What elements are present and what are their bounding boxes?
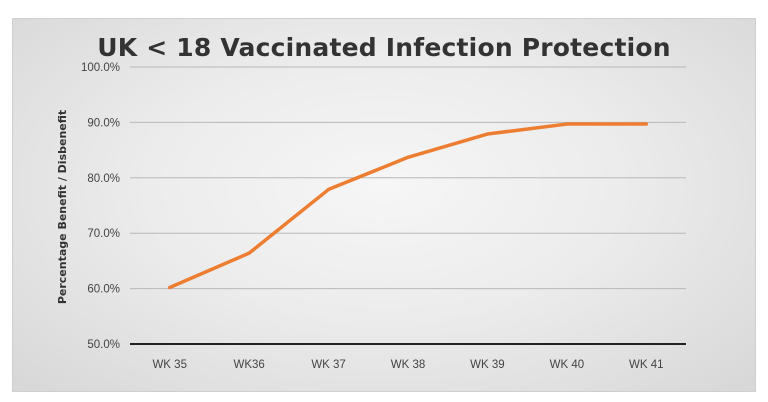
x-tick-label: WK36 — [233, 359, 264, 371]
series-group — [167, 122, 649, 290]
chart-frame: UK < 18 Vaccinated Infection Protection — [12, 18, 756, 392]
y-axis-label: Percentage Benefit / Disbenefit — [56, 110, 69, 304]
x-tick-label: WK 37 — [311, 359, 346, 371]
data-point — [485, 132, 489, 136]
x-tick-label: WK 39 — [470, 359, 505, 371]
x-tick-label: WK 35 — [152, 359, 187, 371]
data-point — [644, 122, 648, 126]
data-point — [247, 251, 251, 255]
y-tick-label: 100.0% — [81, 62, 120, 74]
data-point — [168, 285, 172, 289]
data-point — [327, 187, 331, 191]
chart-title: UK < 18 Vaccinated Infection Protection — [97, 33, 671, 62]
x-tick-label: WK 40 — [550, 359, 585, 371]
y-tick-label: 90.0% — [87, 117, 120, 129]
x-tick-label: WK 41 — [629, 359, 664, 371]
y-tick-label: 60.0% — [87, 284, 120, 296]
y-tick-labels: 50.0% 60.0% 70.0% 80.0% 90.0% 100.0% — [81, 62, 120, 351]
series-line — [167, 122, 649, 290]
data-point — [406, 155, 410, 159]
data-point — [565, 122, 569, 126]
gridlines — [130, 66, 686, 345]
y-tick-label: 80.0% — [87, 173, 120, 185]
x-tick-label: WK 38 — [391, 359, 426, 371]
x-tick-labels: WK 35 WK36 WK 37 WK 38 WK 39 WK 40 WK 41 — [152, 359, 663, 371]
y-tick-label: 70.0% — [87, 228, 120, 240]
y-tick-label: 50.0% — [87, 339, 120, 351]
